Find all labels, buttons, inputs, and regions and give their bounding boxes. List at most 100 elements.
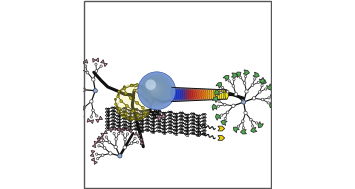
Polygon shape — [90, 153, 94, 156]
Circle shape — [112, 117, 114, 119]
Circle shape — [149, 93, 151, 95]
Circle shape — [98, 145, 100, 147]
Circle shape — [175, 123, 176, 125]
Circle shape — [93, 89, 97, 93]
Circle shape — [245, 90, 248, 93]
Circle shape — [186, 114, 188, 116]
Polygon shape — [113, 127, 116, 130]
Circle shape — [180, 128, 182, 130]
Polygon shape — [81, 61, 84, 65]
Circle shape — [241, 100, 246, 104]
Circle shape — [250, 118, 252, 121]
Circle shape — [217, 105, 219, 107]
Polygon shape — [65, 98, 69, 102]
Circle shape — [140, 74, 173, 107]
Circle shape — [123, 115, 125, 118]
Circle shape — [109, 152, 112, 155]
Circle shape — [169, 127, 171, 129]
Polygon shape — [259, 77, 264, 84]
Polygon shape — [117, 127, 120, 130]
Circle shape — [145, 79, 165, 99]
Circle shape — [149, 83, 159, 94]
Circle shape — [186, 124, 188, 126]
Circle shape — [106, 124, 109, 126]
Circle shape — [129, 110, 131, 112]
Polygon shape — [215, 90, 219, 96]
Polygon shape — [212, 104, 217, 110]
Polygon shape — [162, 113, 165, 118]
Circle shape — [92, 78, 95, 81]
Circle shape — [100, 65, 102, 67]
Polygon shape — [63, 91, 67, 94]
Circle shape — [144, 111, 147, 114]
Circle shape — [142, 76, 170, 104]
Polygon shape — [87, 118, 90, 122]
Circle shape — [228, 80, 230, 82]
Ellipse shape — [176, 88, 179, 101]
Circle shape — [180, 122, 182, 124]
Circle shape — [90, 100, 93, 103]
Polygon shape — [95, 119, 99, 123]
Circle shape — [106, 115, 109, 116]
Polygon shape — [69, 102, 72, 105]
Circle shape — [192, 126, 193, 128]
Circle shape — [130, 142, 133, 145]
Circle shape — [163, 112, 165, 114]
Circle shape — [124, 112, 127, 115]
Circle shape — [118, 129, 120, 130]
Circle shape — [124, 127, 126, 129]
Circle shape — [256, 122, 258, 124]
Circle shape — [83, 106, 86, 108]
Polygon shape — [234, 127, 239, 133]
Ellipse shape — [223, 90, 226, 99]
Circle shape — [146, 122, 148, 124]
Ellipse shape — [195, 88, 198, 101]
Circle shape — [105, 136, 108, 138]
Circle shape — [180, 132, 182, 133]
Circle shape — [112, 120, 114, 122]
Circle shape — [138, 72, 176, 110]
Polygon shape — [258, 122, 263, 128]
Circle shape — [112, 110, 114, 112]
Ellipse shape — [197, 89, 200, 100]
Circle shape — [158, 117, 159, 119]
Circle shape — [139, 73, 174, 108]
Circle shape — [101, 154, 104, 156]
Circle shape — [126, 133, 129, 135]
Circle shape — [152, 124, 154, 126]
Circle shape — [148, 82, 161, 95]
Circle shape — [124, 117, 126, 119]
Circle shape — [77, 108, 79, 110]
Circle shape — [136, 101, 139, 105]
Circle shape — [115, 138, 118, 140]
Ellipse shape — [179, 88, 181, 101]
Circle shape — [120, 100, 122, 103]
Circle shape — [122, 133, 124, 135]
Circle shape — [135, 122, 137, 123]
Circle shape — [80, 112, 83, 115]
Circle shape — [203, 117, 205, 119]
Circle shape — [267, 102, 269, 104]
Circle shape — [124, 92, 127, 95]
Polygon shape — [270, 94, 275, 100]
Circle shape — [169, 121, 171, 123]
Polygon shape — [231, 73, 237, 77]
Circle shape — [218, 100, 220, 102]
Circle shape — [141, 130, 143, 132]
Circle shape — [84, 65, 87, 67]
Circle shape — [138, 118, 140, 120]
Circle shape — [141, 127, 143, 129]
Ellipse shape — [209, 89, 212, 100]
Circle shape — [152, 115, 154, 116]
Circle shape — [144, 78, 167, 101]
Circle shape — [163, 129, 165, 130]
Circle shape — [124, 124, 126, 126]
Circle shape — [145, 79, 156, 90]
Circle shape — [261, 98, 264, 101]
Polygon shape — [71, 107, 75, 110]
Circle shape — [186, 117, 188, 119]
Circle shape — [95, 70, 98, 72]
Polygon shape — [71, 72, 74, 75]
Circle shape — [146, 91, 148, 94]
Circle shape — [125, 105, 129, 107]
